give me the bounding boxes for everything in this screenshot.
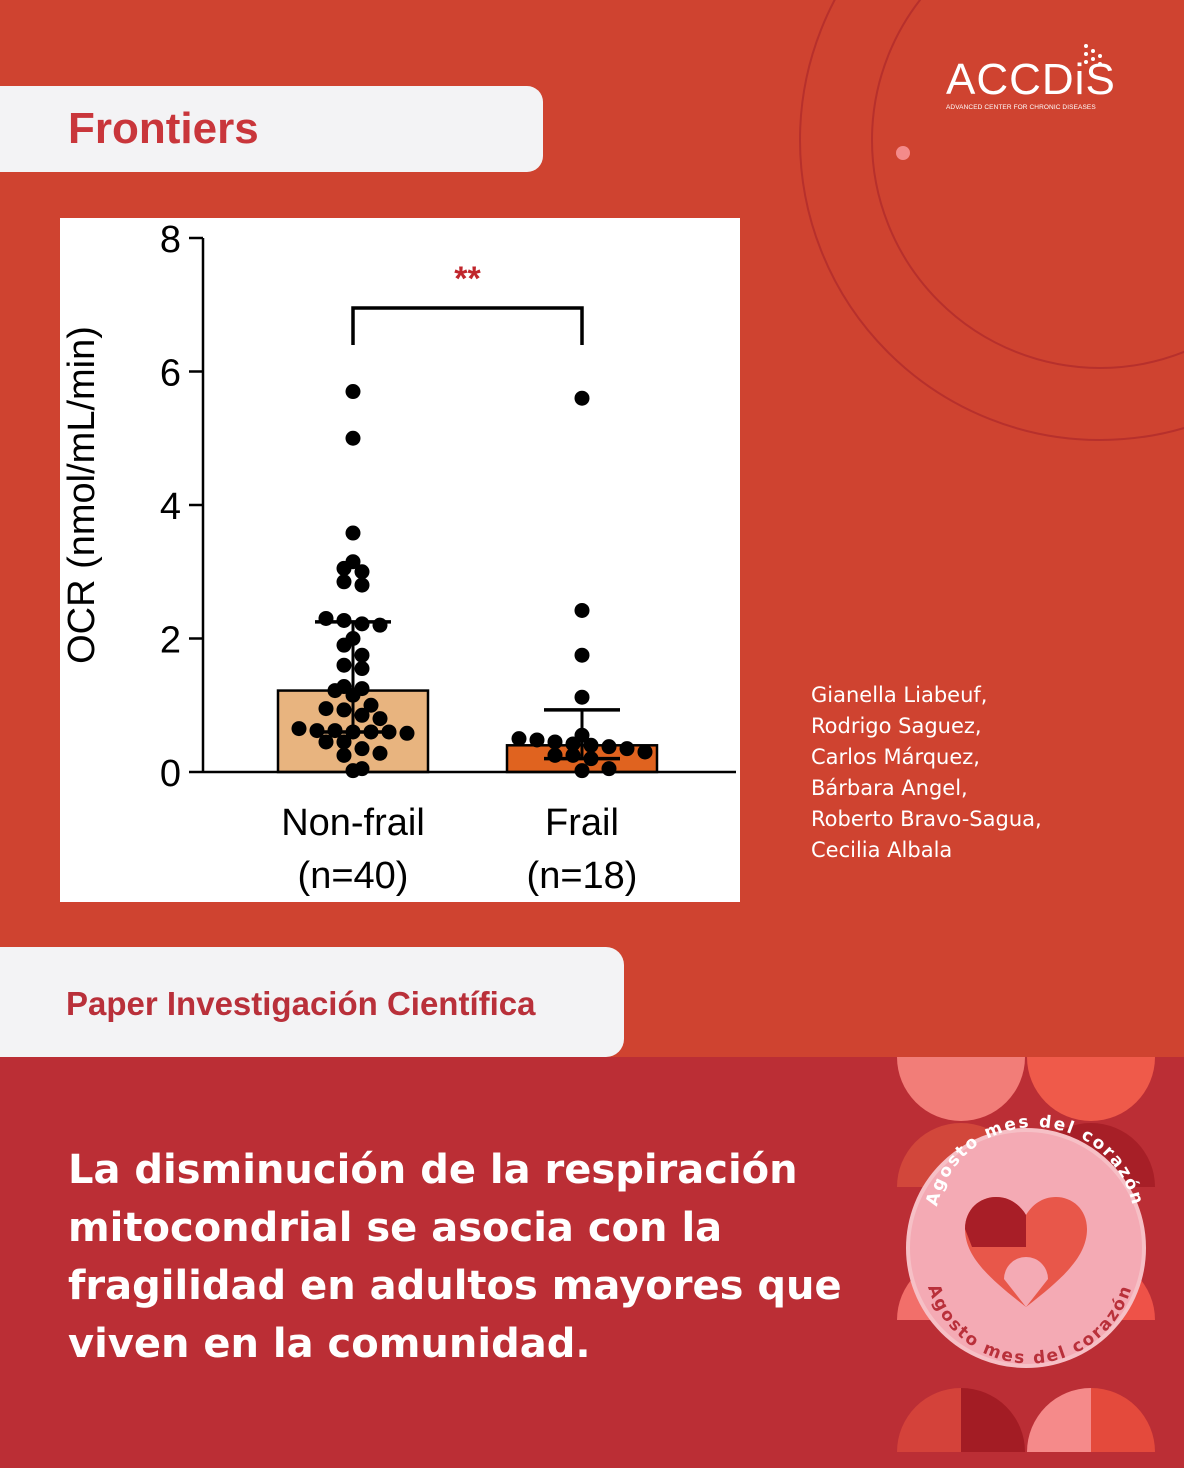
data-point	[318, 610, 334, 626]
y-tick-label: 6	[160, 353, 181, 395]
logo-dots-icon	[1084, 44, 1102, 66]
author-name: Carlos Márquez,	[811, 745, 980, 769]
data-point	[318, 734, 334, 750]
data-point	[574, 390, 590, 406]
data-point	[345, 525, 361, 541]
headline-line: viven en la comunidad.	[68, 1321, 591, 1367]
x-tick-label: Frail	[545, 802, 619, 844]
data-point	[336, 574, 352, 590]
data-point	[529, 732, 545, 748]
bottom-panel: Agosto mes del corazón Agosto mes del co…	[0, 1057, 1184, 1468]
data-point	[372, 745, 388, 761]
data-point	[372, 711, 388, 727]
ocr-bar-chart: Non-frail (n=40) Frail (n=18) 0 2 4 6 8 OCR (nmol…	[61, 219, 736, 897]
data-point	[399, 725, 415, 741]
chart-panel: Non-frail (n=40) Frail (n=18) 0 2 4 6 8 OCR (nmol…	[60, 218, 740, 902]
author-name: Roberto Bravo-Sagua,	[811, 807, 1042, 831]
y-axis-label: OCR (nmol/mL/min)	[61, 326, 103, 664]
data-point	[354, 616, 370, 632]
x-sample-size-label: (n=18)	[527, 855, 638, 897]
data-point	[345, 384, 361, 400]
accent-dot	[896, 146, 910, 160]
data-point	[291, 721, 307, 737]
journal-pill: Frontiers	[0, 86, 543, 172]
headline-line: La disminución de la respiración	[68, 1147, 798, 1193]
data-point	[345, 430, 361, 446]
data-point	[336, 560, 352, 576]
data-point	[583, 737, 599, 753]
data-point	[574, 763, 590, 779]
data-point	[363, 697, 379, 713]
significance-bracket	[351, 306, 584, 345]
headline-line: mitocondrial se asocia con la	[68, 1205, 723, 1251]
author-name: Cecilia Albala	[811, 838, 953, 862]
data-point	[354, 577, 370, 593]
data-point	[309, 723, 325, 739]
section-pill: Paper Investigación Científica	[0, 947, 624, 1057]
data-point	[327, 683, 343, 699]
author-list: Gianella Liabeuf, Rodrigo Saguez, Carlos M…	[811, 680, 1042, 866]
data-point	[336, 612, 352, 628]
headline: La disminución de la respiración mitocond…	[68, 1141, 868, 1373]
data-point	[354, 741, 370, 757]
data-point	[583, 751, 599, 767]
y-tick-label: 2	[160, 620, 181, 662]
accdis-logo: ACCDiS ADVANCED CENTER FOR CHRONIC DISEA…	[946, 44, 1126, 111]
data-point	[354, 564, 370, 580]
data-point	[354, 661, 370, 677]
data-point	[327, 723, 343, 739]
data-point	[336, 747, 352, 763]
author-name: Bárbara Angel,	[811, 776, 968, 800]
data-point	[637, 744, 653, 760]
outer-arc-2	[799, 0, 1184, 441]
y-tick-label: 0	[160, 753, 181, 795]
headline-line: fragilidad en adultos mayores que	[68, 1263, 842, 1309]
data-point	[547, 747, 563, 763]
data-point	[547, 734, 563, 750]
logo-name: ACCDiS	[946, 55, 1116, 104]
section-label: Paper Investigación Científica	[66, 985, 536, 1022]
data-point	[574, 647, 590, 663]
data-point	[336, 657, 352, 673]
data-point	[318, 701, 334, 717]
data-point	[345, 724, 361, 740]
data-point	[565, 736, 581, 752]
data-point	[336, 637, 352, 653]
data-point	[381, 724, 397, 740]
logo-subtitle: ADVANCED CENTER FOR CHRONIC DISEASES	[946, 104, 1096, 111]
significance-marker: **	[454, 260, 481, 298]
data-point	[345, 687, 361, 703]
data-point	[565, 747, 581, 763]
data-point	[363, 724, 379, 740]
author-name: Gianella Liabeuf,	[811, 683, 988, 707]
top-panel: ACCDiS ADVANCED CENTER FOR CHRONIC DISEA…	[0, 0, 1184, 1057]
y-tick-label: 8	[160, 219, 181, 261]
heart-month-badge: Agosto mes del corazón Agosto mes del co…	[897, 1057, 1155, 1452]
data-point	[601, 739, 617, 755]
x-sample-size-label: (n=40)	[298, 855, 409, 897]
data-point	[336, 702, 352, 718]
data-point	[354, 647, 370, 663]
author-name: Rodrigo Saguez,	[811, 714, 982, 738]
data-point	[601, 761, 617, 777]
data-point	[354, 707, 370, 723]
data-point	[574, 602, 590, 618]
decorative-arcs	[799, 0, 1184, 441]
heart-icon	[965, 1197, 1087, 1307]
data-point	[336, 734, 352, 750]
journal-name: Frontiers	[68, 104, 259, 153]
y-tick-label: 4	[160, 486, 181, 528]
data-point	[619, 741, 635, 757]
data-point	[372, 617, 388, 633]
data-point	[345, 763, 361, 779]
x-tick-label: Non-frail	[281, 802, 425, 844]
data-point	[511, 731, 527, 747]
data-point	[574, 689, 590, 705]
outer-arc	[871, 0, 1184, 369]
